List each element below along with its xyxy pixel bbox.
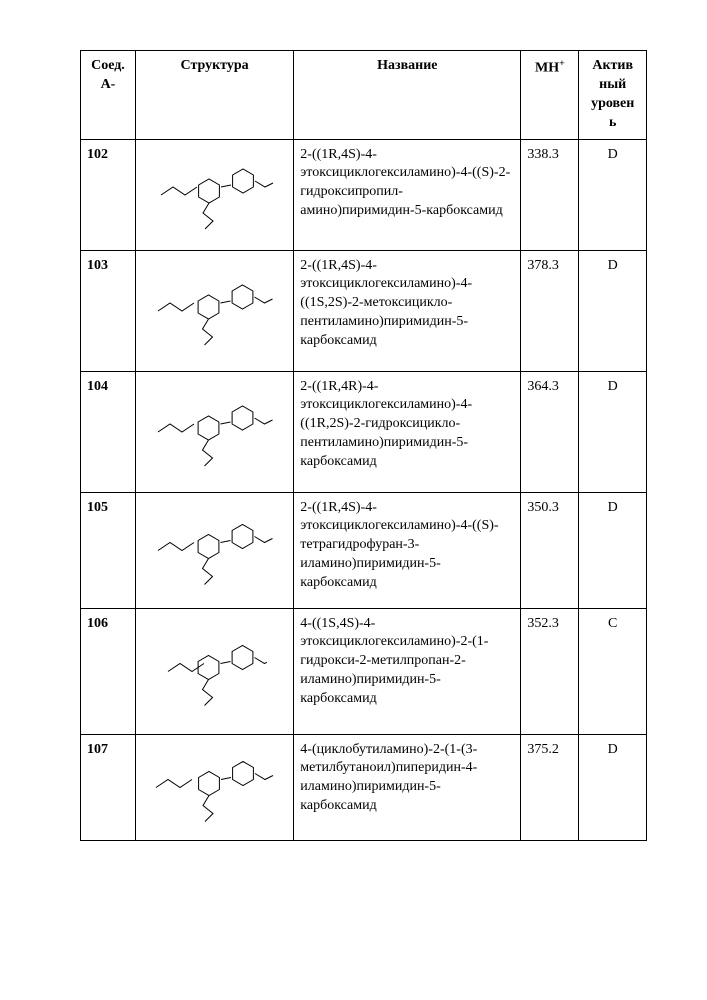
cell-id: 107	[81, 734, 136, 840]
cell-id: 102	[81, 139, 136, 250]
cell-structure	[135, 492, 293, 608]
cell-activity: D	[579, 139, 647, 250]
table-row: 103 2-((1R,4S)-4-этоксициклогексиламино)-…	[81, 250, 647, 371]
table-row: 105 2-((1R,4S)-4-этоксициклогексиламино)-…	[81, 492, 647, 608]
cell-name: 2-((1R,4S)-4-этоксициклогексиламино)-4-(…	[294, 250, 521, 371]
cell-name: 2-((1R,4S)-4-этоксициклогексиламино)-4-(…	[294, 139, 521, 250]
compound-table: Соед. А- Структура Название MH+ Актив ны…	[80, 50, 647, 841]
cell-structure	[135, 608, 293, 734]
cell-activity: D	[579, 371, 647, 492]
cell-structure	[135, 734, 293, 840]
cell-id: 104	[81, 371, 136, 492]
cell-id: 103	[81, 250, 136, 371]
table-row: 104 2-((1R,4R)-4-этоксициклогексиламино)-…	[81, 371, 647, 492]
cell-activity: D	[579, 250, 647, 371]
cell-id: 106	[81, 608, 136, 734]
cell-mh: 350.3	[521, 492, 579, 608]
cell-mh: 375.2	[521, 734, 579, 840]
cell-structure	[135, 371, 293, 492]
cell-mh: 378.3	[521, 250, 579, 371]
col-header-structure: Структура	[135, 51, 293, 140]
header-row: Соед. А- Структура Название MH+ Актив ны…	[81, 51, 647, 140]
col-header-name: Название	[294, 51, 521, 140]
cell-name: 4-(циклобутиламино)-2-(1-(3-метилбутанои…	[294, 734, 521, 840]
cell-name: 2-((1R,4S)-4-этоксициклогексиламино)-4-(…	[294, 492, 521, 608]
cell-name: 2-((1R,4R)-4-этоксициклогексиламино)-4-(…	[294, 371, 521, 492]
cell-mh: 364.3	[521, 371, 579, 492]
cell-structure	[135, 139, 293, 250]
table-row: 107 4-(циклобутиламино)-2-(1-(3-метилбута…	[81, 734, 647, 840]
col-header-mh: MH+	[521, 51, 579, 140]
cell-structure	[135, 250, 293, 371]
page: Соед. А- Структура Название MH+ Актив ны…	[0, 0, 707, 1000]
table-row: 106 4-((1S,4S)-4-этоксициклогексиламино)-…	[81, 608, 647, 734]
cell-activity: D	[579, 492, 647, 608]
cell-activity: C	[579, 608, 647, 734]
col-header-id: Соед. А-	[81, 51, 136, 140]
col-header-activity: Актив ный уровен ь	[579, 51, 647, 140]
cell-mh: 352.3	[521, 608, 579, 734]
table-row: 102 2-((1R,4S)-4-этоксициклогексиламино)-…	[81, 139, 647, 250]
cell-mh: 338.3	[521, 139, 579, 250]
cell-id: 105	[81, 492, 136, 608]
cell-activity: D	[579, 734, 647, 840]
cell-name: 4-((1S,4S)-4-этоксициклогексиламино)-2-(…	[294, 608, 521, 734]
